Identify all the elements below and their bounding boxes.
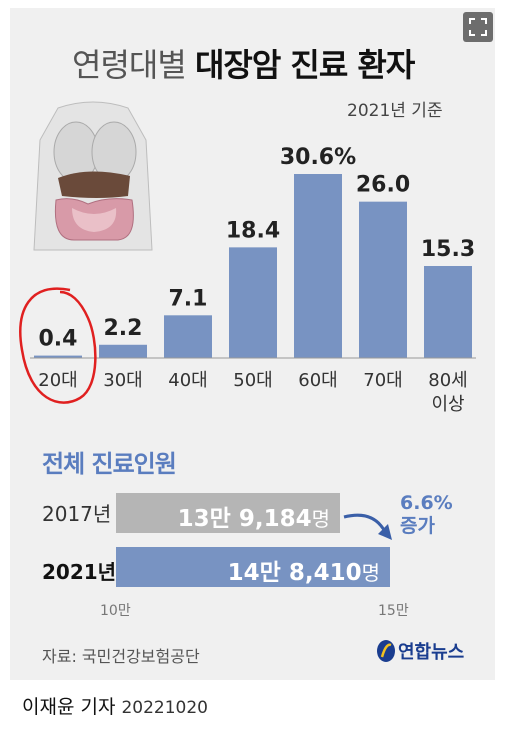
bar-3	[229, 247, 277, 358]
bar-6	[424, 266, 472, 358]
bar-2021-label: 14만 8,410명	[228, 553, 380, 587]
increase-arrowhead	[378, 524, 392, 540]
bar-5	[359, 201, 407, 358]
value-label-0: 0.4	[39, 327, 78, 352]
increase-arrow	[343, 513, 386, 531]
bar-2017: 13만 9,184명	[116, 493, 340, 533]
basis-year: 2021년 기준	[347, 101, 443, 121]
title-light: 연령대별	[72, 46, 187, 84]
expand-button[interactable]	[463, 12, 493, 42]
chart-title: 연령대별 대장암 진료 환자	[72, 40, 415, 86]
category-label-1: 30대	[103, 370, 142, 391]
total-title: 전체 진료인원	[42, 450, 177, 478]
bar-2021-unit: 명	[361, 561, 380, 585]
bar-2017-value: 13만 9,184	[177, 506, 312, 532]
increase-label: 증가	[400, 515, 435, 537]
category-label-6-1: 이상	[431, 394, 464, 415]
credit-line: 이재윤 기자 20221020	[22, 692, 208, 719]
category-label-5: 70대	[363, 370, 402, 391]
anatomy-illustration	[33, 101, 153, 251]
expand-icon	[469, 18, 487, 36]
bar-4	[294, 174, 342, 358]
red-circle-annotation	[19, 287, 97, 404]
value-label-5: 26.0	[356, 173, 410, 198]
value-label-4: 30.6%	[280, 145, 356, 170]
category-label-3: 50대	[233, 370, 272, 391]
yonhap-logo: 연합뉴스	[376, 638, 464, 664]
bar-0	[34, 355, 82, 358]
year-2017-label: 2017년	[42, 502, 112, 526]
value-label-1: 2.2	[104, 316, 143, 341]
category-label-0: 20대	[38, 370, 77, 391]
value-label-6: 15.3	[421, 237, 475, 262]
year-2021-label: 2021년	[42, 560, 117, 584]
increase-note: 6.6% 증가	[400, 492, 453, 538]
bar-1	[99, 344, 147, 358]
bar-2	[164, 315, 212, 358]
tick-15man: 15만	[378, 603, 409, 619]
category-label-4: 60대	[298, 370, 337, 391]
logo-text: 연합뉴스	[398, 642, 465, 663]
bar-2017-label: 13만 9,184명	[178, 499, 330, 533]
source-note: 자료: 국민건강보험공단	[42, 647, 200, 666]
author: 이재윤 기자	[22, 696, 116, 718]
bar-2021: 14만 8,410명	[116, 547, 390, 587]
yonhap-logo-icon	[377, 640, 395, 662]
value-label-2: 7.1	[169, 286, 208, 311]
title-bold: 대장암 진료 환자	[194, 46, 415, 84]
bar-2021-value: 14만 8,410	[227, 560, 362, 586]
category-label-6-0: 80세	[428, 370, 467, 391]
value-label-3: 18.4	[226, 218, 280, 243]
credit-date: 20221020	[121, 698, 208, 718]
increase-pct: 6.6%	[400, 492, 453, 514]
category-label-2: 40대	[168, 370, 207, 391]
bar-2017-unit: 명	[311, 507, 330, 531]
tick-10man: 10만	[100, 603, 131, 619]
